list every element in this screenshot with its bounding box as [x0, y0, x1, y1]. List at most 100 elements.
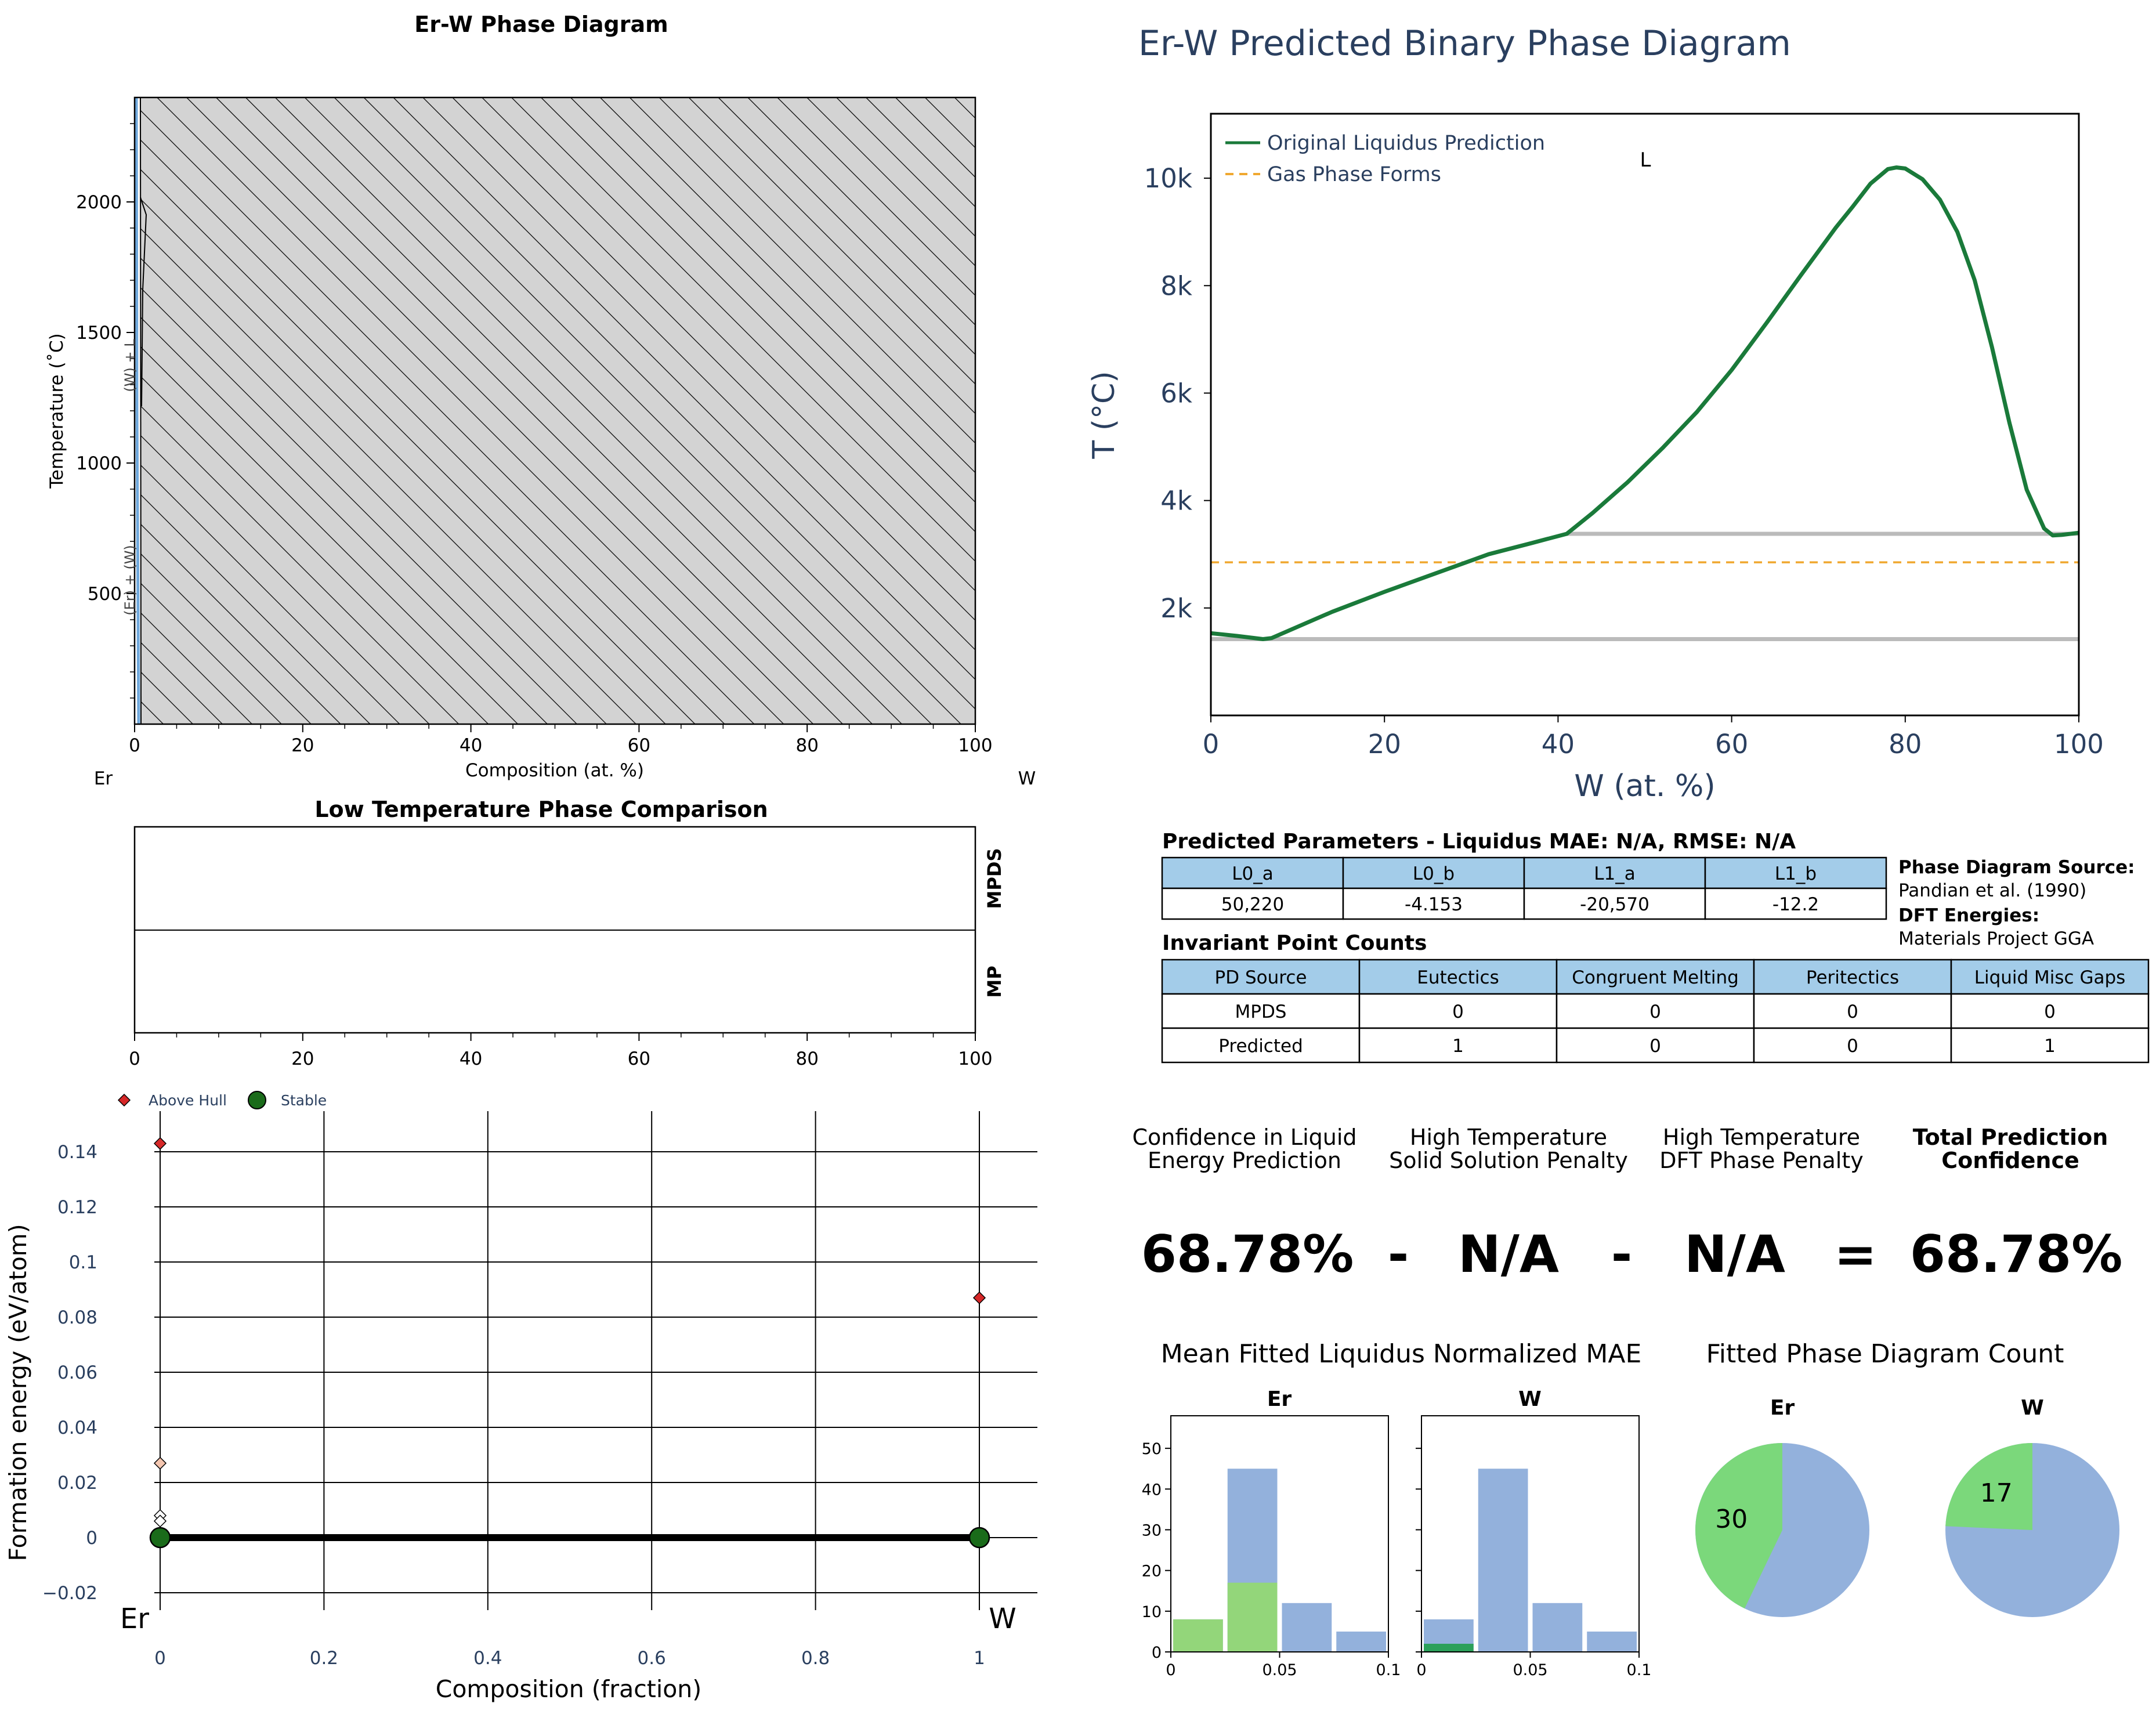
- predicted-x-tick-label: 60: [1715, 729, 1748, 760]
- params-header-cell: [1704, 856, 1887, 889]
- phase-diagram-y-tick-label: 500: [88, 584, 122, 605]
- formation-energy-y-tick-label: −0.02: [42, 1583, 97, 1604]
- histogram-x-tick-label: 0: [1416, 1661, 1426, 1679]
- formation-energy-points: [149, 1137, 990, 1549]
- invariant-header-cell: [1358, 959, 1558, 995]
- phase-diagram-hatched-region: [140, 97, 975, 724]
- formation-energy-y-tick-label: 0.14: [57, 1142, 97, 1163]
- low-temp-x-tick-label: 0: [129, 1048, 140, 1069]
- predicted-y-tick-label: 4k: [1160, 486, 1192, 516]
- low-temp-row-mpds: MPDS: [983, 848, 1005, 909]
- histogram-frame: [1170, 1415, 1389, 1652]
- legend-liquidus-label: Original Liquidus Prediction: [1267, 132, 1545, 155]
- invariant-cell-text: 0: [2044, 1001, 2056, 1022]
- dft-energies-value: Materials Project GGA: [1898, 928, 2094, 949]
- invariant-cell-text: 0: [1649, 1001, 1661, 1022]
- mae-histogram-panel: Mean Fitted Liquidus Normalized MAE Er W…: [1142, 1339, 1652, 1679]
- predicted-diagram-y-label: T (°C): [1087, 371, 1122, 459]
- phase-diagram-y-label: Temperature (˚C): [46, 333, 67, 489]
- confidence-value-dft-phase: N/A: [1684, 1224, 1785, 1284]
- pd-source-value: Pandian et al. (1990): [1898, 880, 2086, 901]
- phase-diagram-panel: Er-W Phase Diagram 500 1000 1500 2000 0 20 40…: [46, 12, 1036, 789]
- formation-energy-y-tick-label: 0.06: [57, 1362, 97, 1383]
- histogram-x-tick-label: 0.1: [1376, 1661, 1401, 1679]
- legend-above-hull-label: Above Hull: [149, 1092, 227, 1109]
- formation-energy-y-tick-label: 0: [86, 1528, 97, 1549]
- params-header-text: L1_b: [1775, 863, 1817, 884]
- mae-histogram-w: 0 0.05 0.1: [1416, 1415, 1651, 1679]
- pie-label: 30: [1715, 1505, 1748, 1534]
- params-value-text: 50,220: [1221, 894, 1284, 915]
- histogram-bar-total: [1532, 1603, 1583, 1652]
- histogram-bar-total: [1478, 1469, 1528, 1652]
- predicted-diagram-x-axis: 0 20 40 60 80 100: [1203, 715, 2104, 760]
- predicted-y-tick-label: 6k: [1160, 378, 1192, 408]
- legend-stable-label: Stable: [281, 1092, 327, 1109]
- predicted-x-tick-label: 0: [1203, 729, 1220, 760]
- low-temp-title: Low Temperature Phase Comparison: [314, 797, 768, 822]
- confidence-value-solid-solution: N/A: [1458, 1224, 1559, 1284]
- liquid-region-label: L: [1640, 149, 1651, 172]
- confidence-label-4a: Total Prediction: [1913, 1124, 2108, 1150]
- params-value-text: -12.2: [1772, 894, 1819, 915]
- low-temp-x-tick-label: 20: [291, 1048, 314, 1069]
- histogram-y-tick-label: 20: [1142, 1563, 1162, 1581]
- confidence-label-2b: Solid Solution Penalty: [1389, 1148, 1628, 1173]
- histogram-bar-highlight: [1424, 1643, 1474, 1652]
- invariant-cell: [1161, 1027, 1361, 1064]
- invariant-cell: [1555, 1027, 1755, 1064]
- phase-diagram-x-label: Composition (at. %): [465, 760, 644, 781]
- predicted-y-tick-label: 8k: [1160, 270, 1192, 301]
- formation-energy-legend: Above Hull Stable: [117, 1091, 327, 1109]
- predicted-y-tick-label: 2k: [1160, 593, 1192, 624]
- mae-histogram-er: 0 0.05 0.1 0 10 20 30 40 50: [1142, 1415, 1401, 1679]
- phase-diagram-y-axis: 500 1000 1500 2000: [76, 123, 135, 699]
- low-temp-comparison-panel: Low Temperature Phase Comparison MPDS MP…: [129, 797, 1005, 1069]
- histogram-x-tick-label: 0.05: [1513, 1661, 1547, 1679]
- phase-diagram-boundary-2: [140, 97, 142, 725]
- mae-title: Mean Fitted Liquidus Normalized MAE: [1161, 1339, 1642, 1369]
- phase-region-label-w-l: (W) + L: [122, 339, 138, 392]
- invariant-table-title: Invariant Point Counts: [1162, 931, 1427, 955]
- above-hull-point: [972, 1291, 986, 1304]
- params-table: L0_a 50,220 L0_b -4.153 L1_a -20,570 L1_b -12.2: [1161, 856, 1887, 920]
- phase-diagram-boundary-3: [140, 197, 147, 407]
- phase-diagram-title: Er-W Phase Diagram: [414, 12, 668, 37]
- invariant-header-text: Peritectics: [1806, 967, 1899, 988]
- invariant-header-text: Congruent Melting: [1572, 967, 1739, 988]
- invariant-cell-text: MPDS: [1235, 1001, 1287, 1022]
- invariant-table: PD Source Eutectics Congruent Melting Perit…: [1161, 959, 2150, 1064]
- invariant-header-text: PD Source: [1215, 967, 1307, 988]
- params-value-cell: [1523, 887, 1706, 920]
- formation-energy-x-tick-label: 0.4: [473, 1648, 502, 1669]
- histogram-bar-total: [1587, 1631, 1637, 1652]
- low-temp-row-mp: MP: [983, 966, 1005, 997]
- pie-label: 17: [1980, 1478, 2013, 1508]
- low-temp-x-tick-label: 60: [628, 1048, 650, 1069]
- confidence-operator-3: =: [1834, 1224, 1877, 1284]
- above-hull-point: [153, 1514, 167, 1528]
- invariant-header-text: Eutectics: [1417, 967, 1499, 988]
- phase-region-label-er-w: (Er) + (W): [122, 545, 138, 616]
- formation-energy-y-axis: −0.02 0 0.02 0.04 0.06 0.08 0.1 0.12 0.14: [42, 1142, 97, 1604]
- invariant-cell-text: 1: [2044, 1036, 2056, 1057]
- formation-energy-grid: [154, 1111, 1037, 1610]
- invariant-header-text: Liquid Misc Gaps: [1974, 967, 2126, 988]
- predicted-x-tick-label: 80: [1889, 729, 1922, 760]
- confidence-label-3a: High Temperature: [1663, 1124, 1860, 1150]
- predicted-diagram-x-label: W (at. %): [1574, 769, 1715, 804]
- phase-diagram-x-axis: 0 20 40 60 80 100: [129, 724, 993, 756]
- params-header-text: L1_a: [1594, 863, 1636, 884]
- formation-energy-panel: −0.02 0 0.02 0.04 0.06 0.08 0.1 0.12 0.14 0 0.2 0.…: [4, 1091, 1037, 1703]
- stable-point: [149, 1527, 171, 1549]
- invariant-cell-text: 0: [1847, 1036, 1858, 1057]
- formation-energy-x-axis: 0 0.2 0.4 0.6 0.8 1: [154, 1648, 985, 1669]
- invariant-cell-text: 0: [1847, 1001, 1858, 1022]
- formation-energy-y-tick-label: 0.04: [57, 1418, 97, 1438]
- formation-energy-x-tick-label: 1: [974, 1648, 985, 1669]
- mae-panel-er-title: Er: [1267, 1387, 1292, 1411]
- formation-energy-left-element: Er: [120, 1603, 149, 1635]
- formation-energy-y-tick-label: 0.1: [69, 1252, 97, 1273]
- histogram-frame: [1421, 1415, 1640, 1652]
